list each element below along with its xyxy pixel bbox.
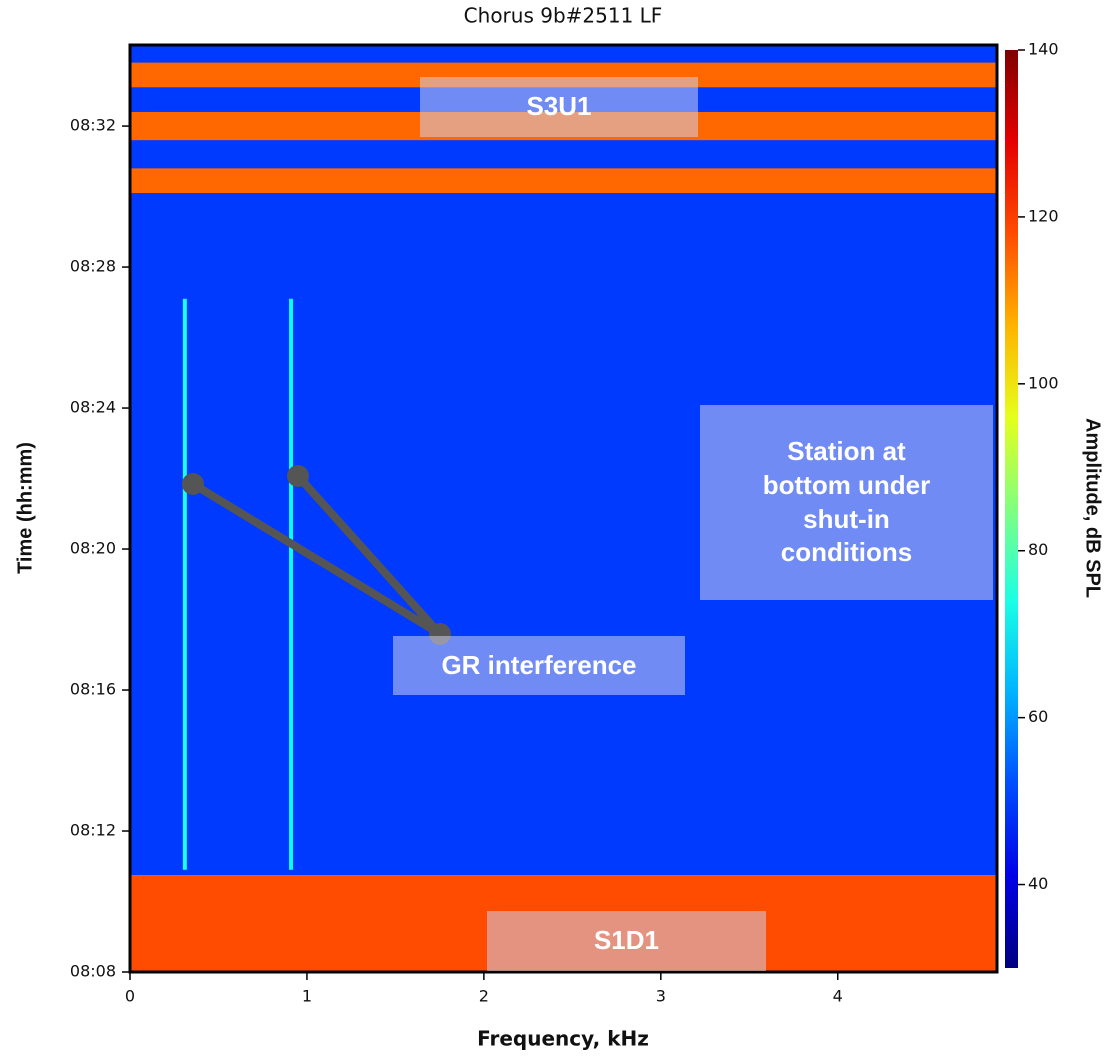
spectrogram-band [130,168,997,194]
spectral-line [182,298,187,870]
y-tick-label: 08:24 [70,398,116,417]
plot-frame [128,43,999,974]
colorbar-tick-label: 80 [1028,540,1048,559]
y-tick-label: 08:20 [70,539,116,558]
y-tick-label: 08:08 [70,962,116,981]
annotation: Station at bottom under shut-in conditio… [700,405,993,600]
x-tick-label: 0 [125,987,135,1006]
annotation: S1D1 [487,911,766,971]
colorbar-label: Amplitude, dB SPL [1082,418,1104,598]
pointer-dot [287,465,309,487]
pointer-line [190,480,443,638]
y-tick-label: 08:16 [70,680,116,699]
annotation: GR interference [393,636,685,695]
colorbar-tick-label: 40 [1028,874,1048,893]
x-tick-label: 3 [656,987,666,1006]
y-tick-label: 08:28 [70,257,116,276]
colorbar [1005,50,1018,968]
pointer-dot [182,473,204,495]
x-tick-label: 2 [479,987,489,1006]
spectral-line [289,298,294,870]
chart-title: Chorus 9b#2511 LF [464,4,663,28]
y-tick-label: 08:32 [70,116,116,135]
y-tick-label: 08:12 [70,821,116,840]
pointer-line [295,473,443,637]
annotation: S3U1 [420,77,698,137]
x-axis-label: Frequency, kHz [477,1027,649,1051]
colorbar-tick-label: 140 [1028,40,1059,59]
x-tick-label: 1 [302,987,312,1006]
x-tick-label: 4 [833,987,843,1006]
y-axis-label: Time (hh:mm) [14,442,36,574]
colorbar-tick-label: 60 [1028,707,1048,726]
colorbar-tick-label: 100 [1028,373,1059,392]
colorbar-tick-label: 120 [1028,206,1059,225]
annotation-pointer [182,465,451,645]
